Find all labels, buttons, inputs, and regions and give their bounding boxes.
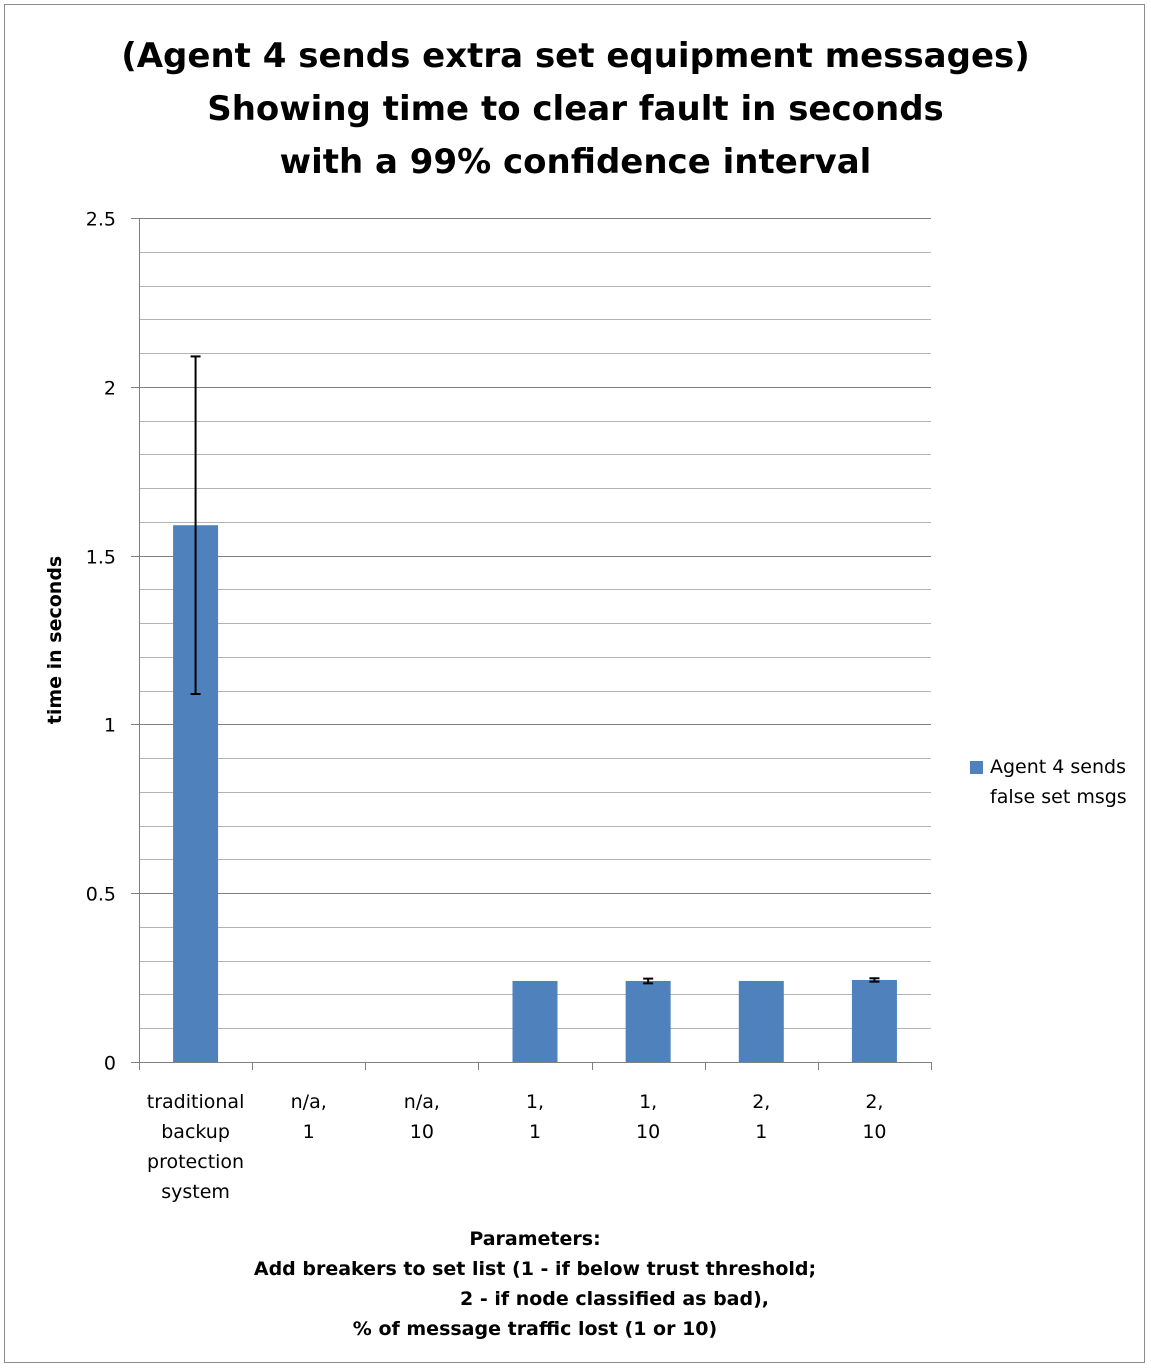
legend-label-line-1: Agent 4 sends xyxy=(990,756,1126,778)
x-tick-label: 1 xyxy=(529,1121,541,1143)
bar xyxy=(851,979,897,1062)
x-tick-label: protection xyxy=(147,1151,244,1173)
x-tick-label: 10 xyxy=(636,1121,660,1143)
x-tick-label: n/a, xyxy=(404,1091,440,1113)
x-tick-label: 1, xyxy=(639,1091,657,1113)
x-tick-label: backup xyxy=(161,1121,230,1143)
x-tick-label: 1, xyxy=(526,1091,544,1113)
legend-label: Agent 4 sends false set msgs xyxy=(990,752,1150,812)
x-axis-title-line-4: % of message traffic lost (1 or 10) xyxy=(352,1318,718,1340)
x-tick-label: 2, xyxy=(865,1091,883,1113)
chart-title: (Agent 4 sends extra set equipment messa… xyxy=(0,30,1151,189)
legend: Agent 4 sends false set msgs xyxy=(970,752,1150,812)
x-axis-title-line-1: Parameters: xyxy=(469,1228,601,1250)
y-tick-label: 2.5 xyxy=(86,209,116,231)
y-tick-label: 0 xyxy=(104,1053,116,1075)
x-tick-label: 1 xyxy=(755,1121,767,1143)
bar xyxy=(512,980,558,1062)
chart-title-line-3: with a 99% confidence interval xyxy=(279,142,872,182)
y-tick-label: 1.5 xyxy=(86,547,116,569)
x-axis-title-line-2: Add breakers to set list (1 - if below t… xyxy=(253,1258,817,1280)
x-tick-label: traditional xyxy=(147,1091,245,1113)
y-axis-title: time in seconds xyxy=(44,556,66,725)
x-tick-label: 10 xyxy=(862,1121,886,1143)
x-tick-label: 1 xyxy=(303,1121,315,1143)
chart-title-line-1: (Agent 4 sends extra set equipment messa… xyxy=(121,36,1030,76)
bar xyxy=(625,980,671,1062)
bar xyxy=(738,980,784,1062)
x-tick-label: 10 xyxy=(410,1121,434,1143)
x-axis-title-line-3: 2 - if node classified as bad), xyxy=(460,1288,769,1310)
x-tick-label: 2, xyxy=(752,1091,770,1113)
x-tick-label: system xyxy=(161,1181,230,1203)
x-axis-title: Parameters: Add breakers to set list (1 … xyxy=(230,1224,840,1344)
y-tick-label: 1 xyxy=(104,715,116,737)
chart-title-line-2: Showing time to clear fault in seconds xyxy=(207,89,944,129)
y-tick-label: 2 xyxy=(104,378,116,400)
x-tick-label: n/a, xyxy=(291,1091,327,1113)
legend-label-line-2: false set msgs xyxy=(990,786,1127,808)
y-tick-label: 0.5 xyxy=(86,884,116,906)
legend-swatch xyxy=(970,761,983,774)
